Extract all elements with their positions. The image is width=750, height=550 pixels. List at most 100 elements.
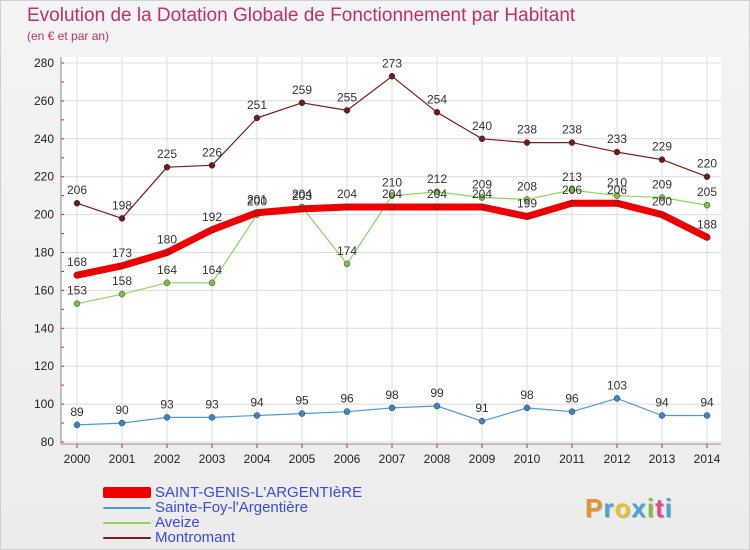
x-tick-label: 2004 [244, 452, 271, 466]
legend-item-sainte-foy[interactable]: Sainte-Foy-l'Argentière [103, 500, 362, 515]
x-tick-label: 2014 [694, 452, 721, 466]
data-point [343, 260, 351, 268]
data-point [703, 234, 711, 241]
data-point [433, 402, 441, 410]
data-label: 153 [67, 284, 87, 298]
y-tick-label: 240 [34, 132, 54, 146]
data-point [298, 99, 306, 107]
data-point [343, 203, 351, 211]
data-label: 254 [427, 92, 447, 106]
data-point [658, 194, 666, 201]
data-label: 233 [607, 132, 627, 146]
data-label: 212 [427, 172, 447, 186]
data-point [163, 249, 171, 256]
x-tick-label: 2010 [514, 452, 541, 466]
data-point [613, 199, 621, 207]
data-label: 94 [700, 395, 714, 409]
y-tick-label: 140 [34, 321, 54, 335]
data-label: 204 [382, 187, 402, 201]
data-point [478, 417, 486, 425]
data-label: 238 [562, 123, 582, 137]
data-point [118, 290, 126, 298]
data-point [253, 209, 261, 216]
data-label: 203 [292, 189, 312, 203]
data-point [73, 271, 81, 279]
data-point [253, 114, 261, 122]
data-label: 251 [247, 98, 267, 112]
data-label: 226 [202, 145, 222, 159]
data-point [163, 279, 171, 287]
data-point [298, 410, 306, 417]
data-label: 210 [382, 176, 402, 190]
data-label: 173 [112, 246, 132, 260]
x-tick-label: 2009 [469, 452, 496, 466]
data-point [613, 395, 621, 402]
data-label: 90 [115, 403, 129, 417]
x-tick-label: 2012 [604, 452, 631, 466]
data-point [163, 414, 171, 421]
data-label: 164 [157, 263, 177, 277]
data-label: 103 [607, 378, 627, 392]
data-label: 180 [157, 233, 177, 247]
data-point [613, 148, 621, 156]
data-label: 206 [562, 183, 582, 197]
data-label: 98 [520, 388, 534, 402]
legend-swatch-sainte-foy [103, 506, 151, 509]
data-point [298, 205, 306, 213]
logo-letter: i [664, 493, 673, 523]
legend-label-sainte-foy: Sainte-Foy-l'Argentière [155, 499, 308, 516]
y-tick-label: 180 [34, 246, 54, 260]
data-point [523, 196, 531, 203]
x-tick-label: 2011 [559, 452, 585, 466]
legend: SAINT-GENIS-L'ARGENTIèRE Sainte-Foy-l'Ar… [103, 485, 362, 545]
data-point [703, 173, 711, 180]
x-tick-label: 2000 [64, 452, 91, 466]
x-tick-label: 2003 [199, 452, 226, 466]
x-tick-label: 2006 [334, 452, 361, 466]
data-point [568, 186, 576, 194]
data-point [433, 109, 441, 116]
data-label: 210 [607, 176, 627, 190]
legend-item-montromant[interactable]: Montromant [103, 530, 362, 545]
x-tick-label: 2008 [424, 452, 451, 466]
data-label: 220 [697, 157, 717, 171]
data-label: 205 [697, 185, 717, 199]
data-point [343, 408, 351, 415]
data-label: 93 [160, 397, 174, 411]
data-point [118, 419, 126, 427]
data-label: 259 [292, 83, 312, 97]
data-point [658, 211, 666, 218]
data-label: 99 [430, 386, 444, 400]
data-label: 168 [67, 255, 87, 269]
data-point [163, 163, 171, 171]
data-point [388, 73, 396, 80]
data-point [568, 139, 576, 146]
data-label: 204 [292, 187, 312, 201]
legend-swatch-montromant [103, 536, 151, 539]
logo-letter: r [603, 493, 615, 523]
data-point [703, 412, 711, 419]
data-label: 188 [697, 217, 717, 231]
legend-label-saint-genis: SAINT-GENIS-L'ARGENTIèRE [155, 484, 363, 501]
y-tick-label: 260 [34, 94, 54, 108]
data-label: 204 [472, 187, 492, 201]
data-label: 93 [205, 397, 219, 411]
data-label: 164 [202, 263, 222, 277]
data-label: 225 [157, 147, 177, 161]
legend-item-saint-genis[interactable]: SAINT-GENIS-L'ARGENTIèRE [103, 485, 362, 500]
data-point [73, 421, 81, 429]
legend-label-montromant: Montromant [155, 529, 236, 546]
data-label: 96 [565, 392, 579, 406]
data-label: 200 [247, 195, 267, 209]
y-tick-label: 280 [34, 56, 54, 70]
legend-item-aveize[interactable]: Aveize [103, 515, 362, 530]
data-label: 255 [337, 90, 357, 104]
proxiti-logo: Proxiti [585, 493, 673, 524]
data-label: 204 [337, 187, 357, 201]
logo-letter: o [614, 493, 632, 523]
x-tick-label: 2013 [649, 452, 676, 466]
data-point [118, 215, 126, 222]
data-label: 201 [247, 193, 267, 207]
y-tick-label: 100 [34, 397, 54, 411]
